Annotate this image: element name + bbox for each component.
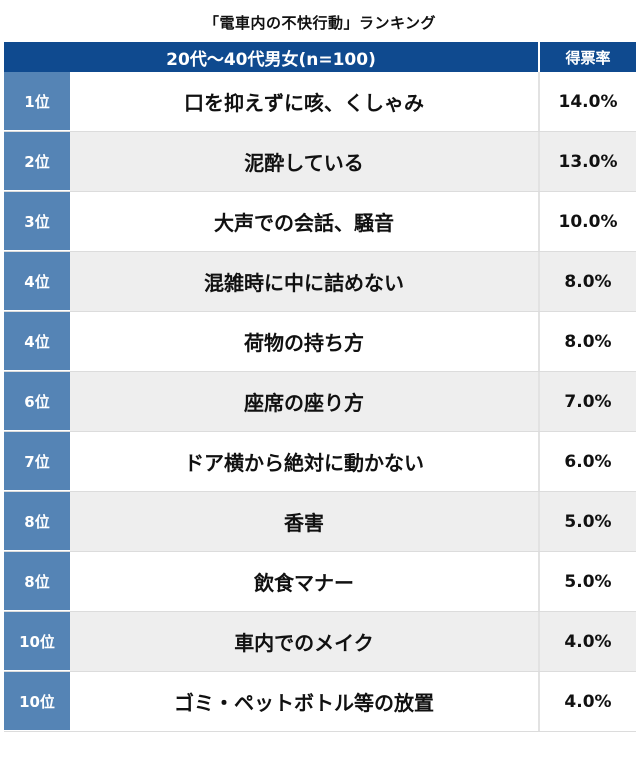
rank-cell: 8位: [4, 552, 70, 611]
rank-cell: 10位: [4, 672, 70, 731]
column-divider: [538, 492, 540, 551]
table-row: 10位 ゴミ・ペットボトル等の放置 4.0%: [4, 672, 636, 732]
item-label: ドア横から絶対に動かない: [70, 432, 538, 491]
rank-cell: 2位: [4, 132, 70, 191]
column-divider: [538, 672, 540, 731]
rank-cell: 6位: [4, 372, 70, 431]
column-divider: [538, 132, 540, 191]
header-rate-label: 得票率: [540, 42, 636, 72]
item-label: 口を抑えずに咳、くしゃみ: [70, 72, 538, 131]
item-label: 座席の座り方: [70, 372, 538, 431]
item-label: 混雑時に中に詰めない: [70, 252, 538, 311]
table-row: 7位 ドア横から絶対に動かない 6.0%: [4, 432, 636, 492]
item-label: 泥酔している: [70, 132, 538, 191]
table-row: 1位 口を抑えずに咳、くしゃみ 14.0%: [4, 72, 636, 132]
column-divider: [538, 432, 540, 491]
header-group-label: 20代〜40代男女(n=100): [4, 42, 538, 72]
item-label: 車内でのメイク: [70, 612, 538, 671]
item-label: 香害: [70, 492, 538, 551]
table-row: 4位 混雑時に中に詰めない 8.0%: [4, 252, 636, 312]
vote-rate-cell: 10.0%: [540, 192, 636, 251]
item-label: 荷物の持ち方: [70, 312, 538, 371]
table-row: 10位 車内でのメイク 4.0%: [4, 612, 636, 672]
column-divider: [538, 252, 540, 311]
ranking-table: 20代〜40代男女(n=100) 得票率 1位 口を抑えずに咳、くしゃみ 14.0%…: [4, 42, 636, 732]
vote-rate-cell: 13.0%: [540, 132, 636, 191]
column-divider: [538, 552, 540, 611]
column-divider: [538, 312, 540, 371]
rank-cell: 10位: [4, 612, 70, 671]
table-row: 6位 座席の座り方 7.0%: [4, 372, 636, 432]
vote-rate-cell: 5.0%: [540, 492, 636, 551]
column-divider: [538, 192, 540, 251]
vote-rate-cell: 14.0%: [540, 72, 636, 131]
vote-rate-cell: 4.0%: [540, 612, 636, 671]
vote-rate-cell: 4.0%: [540, 672, 636, 731]
vote-rate-cell: 8.0%: [540, 312, 636, 371]
table-row: 4位 荷物の持ち方 8.0%: [4, 312, 636, 372]
rank-cell: 4位: [4, 312, 70, 371]
rank-cell: 7位: [4, 432, 70, 491]
vote-rate-cell: 5.0%: [540, 552, 636, 611]
table-row: 8位 飲食マナー 5.0%: [4, 552, 636, 612]
vote-rate-cell: 7.0%: [540, 372, 636, 431]
table-body: 1位 口を抑えずに咳、くしゃみ 14.0% 2位 泥酔している 13.0% 3位 大声での会話…: [4, 72, 636, 732]
rank-cell: 1位: [4, 72, 70, 131]
column-divider: [538, 612, 540, 671]
table-header: 20代〜40代男女(n=100) 得票率: [4, 42, 636, 72]
item-label: 大声での会話、騒音: [70, 192, 538, 251]
vote-rate-cell: 6.0%: [540, 432, 636, 491]
item-label: 飲食マナー: [70, 552, 538, 611]
table-row: 8位 香害 5.0%: [4, 492, 636, 552]
table-row: 2位 泥酔している 13.0%: [4, 132, 636, 192]
rank-cell: 4位: [4, 252, 70, 311]
table-row: 3位 大声での会話、騒音 10.0%: [4, 192, 636, 252]
rank-cell: 8位: [4, 492, 70, 551]
chart-title: 「電車内の不快行動」ランキング: [203, 14, 437, 32]
header-divider: [538, 42, 540, 72]
vote-rate-cell: 8.0%: [540, 252, 636, 311]
column-divider: [538, 372, 540, 431]
column-divider: [538, 72, 540, 131]
rank-cell: 3位: [4, 192, 70, 251]
item-label: ゴミ・ペットボトル等の放置: [70, 672, 538, 731]
